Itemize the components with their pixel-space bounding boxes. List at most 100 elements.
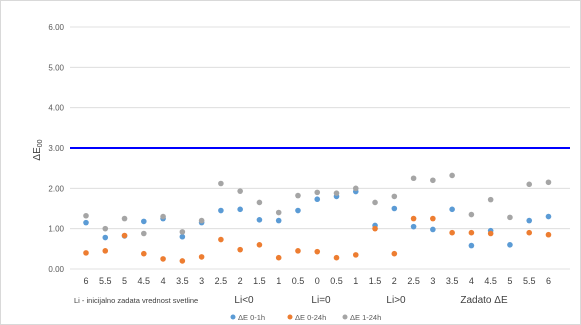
data-point xyxy=(333,254,340,261)
x-tick-label: 5.5 xyxy=(523,276,536,286)
x-tick-label: 4 xyxy=(469,276,474,286)
x-tick-label: 2.5 xyxy=(407,276,420,286)
data-point xyxy=(333,190,340,196)
y-tick-label: 3.00 xyxy=(48,144,64,153)
gridlines xyxy=(70,26,570,270)
group-label: Li<0 xyxy=(234,295,254,306)
data-point xyxy=(83,219,89,226)
x-tick-label: 0.5 xyxy=(292,276,305,286)
x-tick-label: 1 xyxy=(353,276,358,286)
data-point xyxy=(218,207,224,214)
data-point xyxy=(468,211,475,218)
data-point xyxy=(372,225,378,232)
y-axis-ticks: 0.00 1.00 2.00 3.00 4.00 5.00 6.00 xyxy=(48,23,64,274)
data-point xyxy=(526,217,533,224)
y-tick-label: 2.00 xyxy=(48,184,64,193)
data-point xyxy=(102,225,109,232)
data-point xyxy=(275,209,282,216)
data-point xyxy=(391,250,398,257)
x-tick-label: 3.5 xyxy=(446,276,459,286)
data-point xyxy=(179,258,186,264)
y-axis-label-sub: 00 xyxy=(37,139,44,147)
y-tick-label: 1.00 xyxy=(48,225,64,234)
data-point xyxy=(237,246,243,253)
y-tick-label: 5.00 xyxy=(48,63,64,72)
legend: ΔE 0-1h ΔE 0-24h ΔE 1-24h xyxy=(230,313,381,322)
legend-marker xyxy=(342,314,348,320)
x-tick-label: 2 xyxy=(392,276,397,286)
y-tick-label: 4.00 xyxy=(48,104,64,113)
legend-item: ΔE 0-24h xyxy=(287,313,326,322)
data-point xyxy=(352,252,359,258)
data-point xyxy=(545,179,552,186)
x-tick-label: 3 xyxy=(199,276,204,286)
data-point xyxy=(314,248,321,255)
data-point xyxy=(449,229,455,236)
data-point xyxy=(275,254,282,261)
legend-item: ΔE 0-1h xyxy=(230,313,265,322)
x-tick-label: 5.5 xyxy=(99,276,112,286)
x-tick-label: 6 xyxy=(546,276,551,286)
data-point xyxy=(391,193,398,200)
data-point xyxy=(314,189,321,196)
x-tick-label: 4.5 xyxy=(138,276,151,286)
data-point xyxy=(160,213,166,220)
data-point xyxy=(141,218,147,225)
data-point xyxy=(526,229,533,236)
data-point xyxy=(468,242,475,249)
y-axis-label: ΔE00 xyxy=(32,139,44,160)
data-point xyxy=(141,230,147,237)
x-tick-label: 3 xyxy=(430,276,435,286)
group-label: Li=0 xyxy=(311,295,331,306)
legend-label: ΔE 0-1h xyxy=(238,313,265,322)
data-point xyxy=(237,206,243,213)
x-tick-label: 1.5 xyxy=(253,276,266,286)
data-point xyxy=(449,172,455,179)
data-point xyxy=(545,231,552,238)
data-point xyxy=(372,199,378,206)
data-point xyxy=(314,196,321,203)
data-point xyxy=(468,229,475,236)
data-point xyxy=(121,215,128,222)
data-point xyxy=(275,217,282,224)
x-tick-label: 2.5 xyxy=(215,276,228,286)
data-point xyxy=(83,212,89,219)
x-tick-label: 4 xyxy=(161,276,166,286)
data-point xyxy=(218,180,224,187)
data-point xyxy=(507,242,513,248)
x-tick-label: 3.5 xyxy=(176,276,189,286)
data-point xyxy=(410,175,417,182)
data-point xyxy=(430,177,436,184)
group-label: Li - inicijalno zadata vrednost svetline xyxy=(74,296,198,305)
data-point xyxy=(526,181,533,188)
data-point xyxy=(295,248,301,254)
data-point xyxy=(507,214,513,221)
data-point xyxy=(218,236,224,243)
legend-label: ΔE 1-24h xyxy=(350,313,381,322)
y-tick-label: 6.00 xyxy=(48,23,64,32)
data-point xyxy=(430,215,436,222)
data-point xyxy=(83,250,89,256)
x-tick-label: 6 xyxy=(83,276,88,286)
data-point xyxy=(545,213,552,220)
series-3 xyxy=(83,172,552,237)
data-point xyxy=(487,196,494,203)
legend-item: ΔE 1-24h xyxy=(342,313,381,322)
y-axis-label-main: ΔE xyxy=(32,147,43,161)
y-tick-label: 0.00 xyxy=(48,265,64,274)
data-point xyxy=(295,192,301,199)
group-label: Li>0 xyxy=(386,295,406,306)
data-point xyxy=(410,223,417,230)
x-tick-label: 5 xyxy=(122,276,127,286)
data-point xyxy=(179,233,186,240)
x-tick-label: 4.5 xyxy=(484,276,497,286)
legend-marker xyxy=(287,314,293,320)
data-point xyxy=(160,256,166,262)
data-point xyxy=(198,217,205,224)
data-point xyxy=(430,226,436,233)
data-point xyxy=(295,207,301,214)
series-2 xyxy=(83,215,552,264)
data-point xyxy=(102,248,109,254)
